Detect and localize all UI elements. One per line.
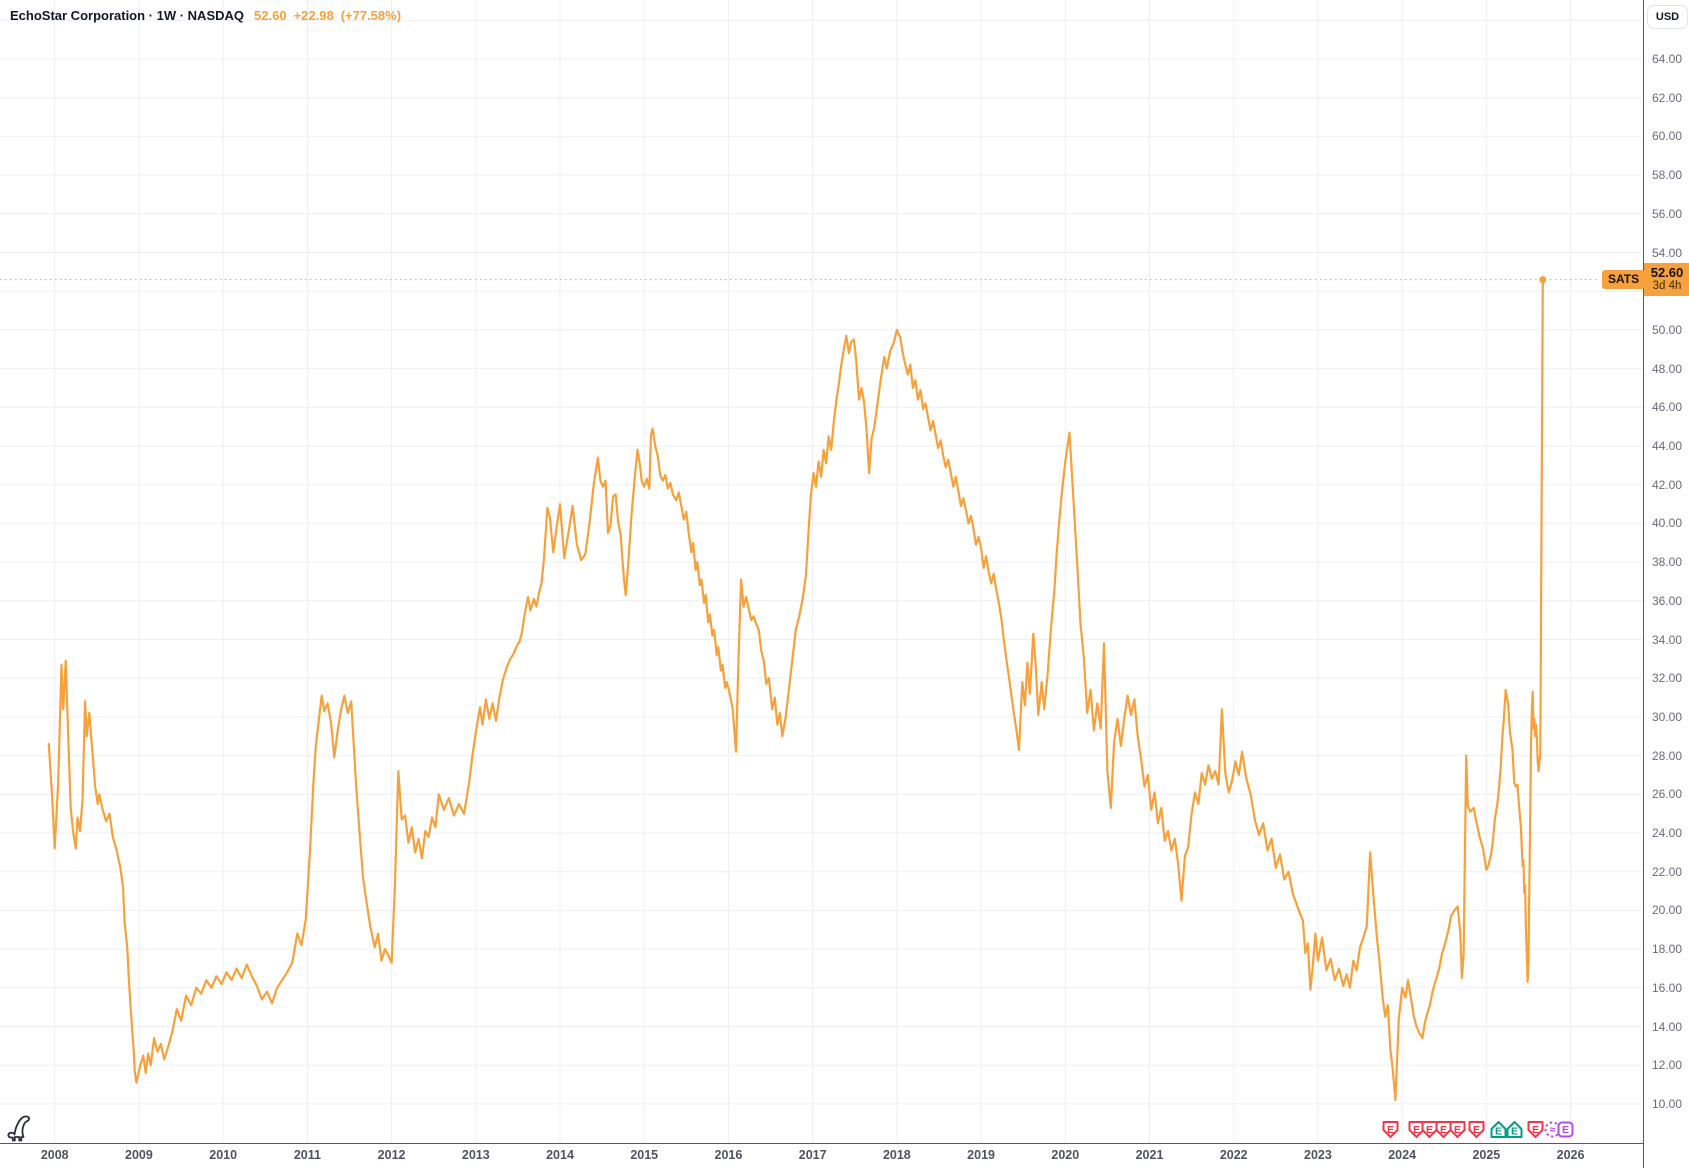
year-tick-label: 2016: [714, 1148, 743, 1162]
bar-countdown: 3d 4h: [1652, 279, 1682, 292]
price-chart[interactable]: [0, 0, 1643, 1143]
svg-text:E: E: [1562, 1124, 1569, 1136]
time-axis[interactable]: 2008 2009 2010 2011 2012 2013 2014 2015 2016 2017…: [0, 1143, 1689, 1168]
year-tick-label: 2021: [1135, 1148, 1164, 1162]
year-tick-label: 2012: [377, 1148, 406, 1162]
symbol-title[interactable]: EchoStar Corporation · 1W · NASDAQ: [10, 8, 245, 23]
price-tick-label: 42.00: [1651, 477, 1683, 492]
year-tick-label: 2013: [461, 1148, 490, 1162]
year-tick-label: 2008: [40, 1148, 69, 1162]
earnings-miss-icon[interactable]: E: [1467, 1120, 1486, 1139]
year-tick-label: 2010: [209, 1148, 238, 1162]
price-tick-label: 22.00: [1651, 864, 1683, 879]
quote-values: 52.60 +22.98 (+77.58%): [254, 8, 401, 23]
earnings-miss-icon[interactable]: E: [1420, 1120, 1439, 1139]
price-tick-label: 24.00: [1651, 826, 1683, 840]
earnings-miss-icon[interactable]: E: [1381, 1120, 1400, 1139]
year-tick-label: 2023: [1304, 1148, 1332, 1162]
svg-text:E: E: [1387, 1124, 1394, 1136]
price-tick-label: 28.00: [1651, 748, 1683, 763]
price-tick-label: 30.00: [1651, 709, 1683, 724]
year-tick-label: 2026: [1556, 1148, 1585, 1162]
price-tick-label: 20.00: [1651, 903, 1683, 918]
year-tick-label: 2009: [125, 1148, 153, 1162]
year-tick-label: 2014: [546, 1148, 574, 1162]
price-tick-label: 34.00: [1651, 632, 1683, 647]
price-tick-label: 12.00: [1651, 1058, 1683, 1073]
svg-text:E: E: [1473, 1124, 1480, 1136]
price-tick-label: 38.00: [1651, 555, 1683, 570]
svg-text:E: E: [1532, 1124, 1539, 1136]
price-tick-label: 10.00: [1651, 1096, 1683, 1111]
year-tick-label: 2020: [1051, 1148, 1080, 1162]
price-tick-label: 14.00: [1651, 1019, 1683, 1034]
svg-text:E: E: [1454, 1124, 1461, 1136]
last-price: 52.60: [254, 8, 287, 23]
earnings-beat-icon[interactable]: E: [1505, 1120, 1524, 1139]
price-tick-label: 44.00: [1651, 439, 1683, 454]
price-tick-label: 16.00: [1651, 980, 1683, 995]
year-tick-label: 2022: [1219, 1148, 1248, 1162]
price-tick-label: 26.00: [1651, 787, 1683, 802]
price-tick-label: 54.00: [1651, 245, 1683, 260]
svg-text:E: E: [1495, 1126, 1502, 1138]
price-tick-label: 40.00: [1651, 516, 1683, 531]
earnings-estimate-icon[interactable]: E: [1556, 1120, 1575, 1139]
year-tick-label: 2015: [630, 1148, 659, 1162]
price-tick-label: 18.00: [1651, 942, 1683, 957]
price-tick-label: 58.00: [1651, 168, 1683, 183]
earnings-beat-icon[interactable]: E: [1489, 1120, 1508, 1139]
chart-legend: EchoStar Corporation · 1W · NASDAQ 52.60…: [10, 8, 401, 23]
dino-icon: [7, 1115, 30, 1142]
earnings-miss-icon[interactable]: E: [1526, 1120, 1545, 1139]
svg-text:E: E: [1426, 1124, 1433, 1136]
price-change: +22.98: [293, 8, 334, 23]
earnings-miss-icon[interactable]: E: [1434, 1120, 1453, 1139]
last-price-value: 52.60: [1650, 264, 1684, 280]
price-tick-label: 62.00: [1651, 90, 1683, 105]
price-change-percent: (+77.58%): [340, 8, 402, 23]
svg-text:≈: ≈: [1550, 1124, 1556, 1136]
year-tick-label: 2024: [1388, 1148, 1417, 1162]
price-tick-label: 48.00: [1651, 361, 1683, 376]
year-tick-label: 2025: [1472, 1148, 1501, 1162]
year-tick-label: 2011: [293, 1148, 321, 1162]
last-price-label: 52.60 3d 4h: [1644, 262, 1689, 296]
year-tick-label: 2017: [798, 1148, 827, 1162]
year-tick-label: 2018: [882, 1148, 911, 1162]
earnings-miss-icon[interactable]: E: [1407, 1120, 1426, 1139]
price-tick-label: 46.00: [1651, 400, 1683, 415]
svg-text:E: E: [1413, 1124, 1420, 1136]
price-axis[interactable]: USD 52.60 3d 4h 64.00 62.00 60.00 58.00 56.0…: [1643, 0, 1689, 1168]
price-tick-label: 56.00: [1651, 206, 1683, 221]
currency-toggle-button[interactable]: USD: [1647, 5, 1688, 29]
svg-text:E: E: [1440, 1124, 1447, 1136]
price-tick-label: 36.00: [1651, 593, 1683, 608]
year-tick-label: 2019: [967, 1148, 995, 1162]
price-tick-label: 64.00: [1651, 52, 1683, 67]
series-symbol-tag: SATS: [1602, 270, 1646, 290]
earnings-miss-icon[interactable]: E: [1448, 1120, 1467, 1139]
price-tick-label: 50.00: [1651, 322, 1683, 337]
price-tick-label: 60.00: [1651, 129, 1683, 144]
last-price-dot: [1539, 276, 1547, 284]
price-line-series: [47, 278, 1544, 1102]
svg-text:E: E: [1511, 1126, 1518, 1138]
price-tick-label: 32.00: [1651, 671, 1683, 686]
